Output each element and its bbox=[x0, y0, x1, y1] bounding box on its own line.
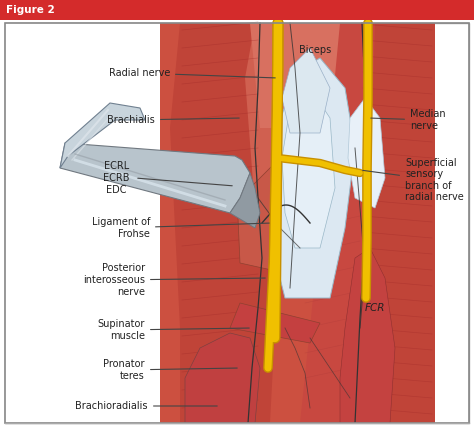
Polygon shape bbox=[270, 23, 375, 423]
Polygon shape bbox=[238, 158, 320, 273]
Text: Biceps: Biceps bbox=[299, 45, 331, 55]
Polygon shape bbox=[5, 23, 200, 423]
Text: FCR: FCR bbox=[365, 303, 385, 313]
Polygon shape bbox=[60, 103, 145, 168]
Text: Radial nerve: Radial nerve bbox=[109, 68, 275, 78]
Polygon shape bbox=[230, 303, 320, 343]
Polygon shape bbox=[60, 143, 250, 213]
Text: Brachioradialis: Brachioradialis bbox=[75, 401, 217, 411]
Text: Median
nerve: Median nerve bbox=[371, 109, 446, 131]
Text: Superficial
sensory
branch of
radial nerve: Superficial sensory branch of radial ner… bbox=[363, 158, 464, 202]
Text: Posterior
interosseous
nerve: Posterior interosseous nerve bbox=[83, 263, 265, 297]
Polygon shape bbox=[348, 98, 385, 208]
Polygon shape bbox=[160, 23, 430, 423]
Text: Brachialis: Brachialis bbox=[107, 115, 239, 125]
Polygon shape bbox=[360, 23, 435, 423]
Polygon shape bbox=[282, 48, 330, 133]
Text: Pronator
teres: Pronator teres bbox=[103, 359, 237, 381]
Polygon shape bbox=[272, 58, 355, 298]
Polygon shape bbox=[170, 23, 275, 423]
Polygon shape bbox=[185, 333, 260, 423]
Polygon shape bbox=[340, 248, 395, 423]
Text: Figure 2: Figure 2 bbox=[6, 5, 55, 15]
Polygon shape bbox=[250, 23, 360, 128]
Polygon shape bbox=[230, 173, 260, 228]
Polygon shape bbox=[282, 88, 335, 248]
Text: Supinator
muscle: Supinator muscle bbox=[98, 319, 249, 341]
Polygon shape bbox=[245, 23, 340, 208]
Text: Ligament of
Frohse: Ligament of Frohse bbox=[91, 217, 269, 239]
Bar bbox=[0, 0, 474, 20]
Text: ECRL
ECRB
EDC: ECRL ECRB EDC bbox=[103, 161, 130, 195]
